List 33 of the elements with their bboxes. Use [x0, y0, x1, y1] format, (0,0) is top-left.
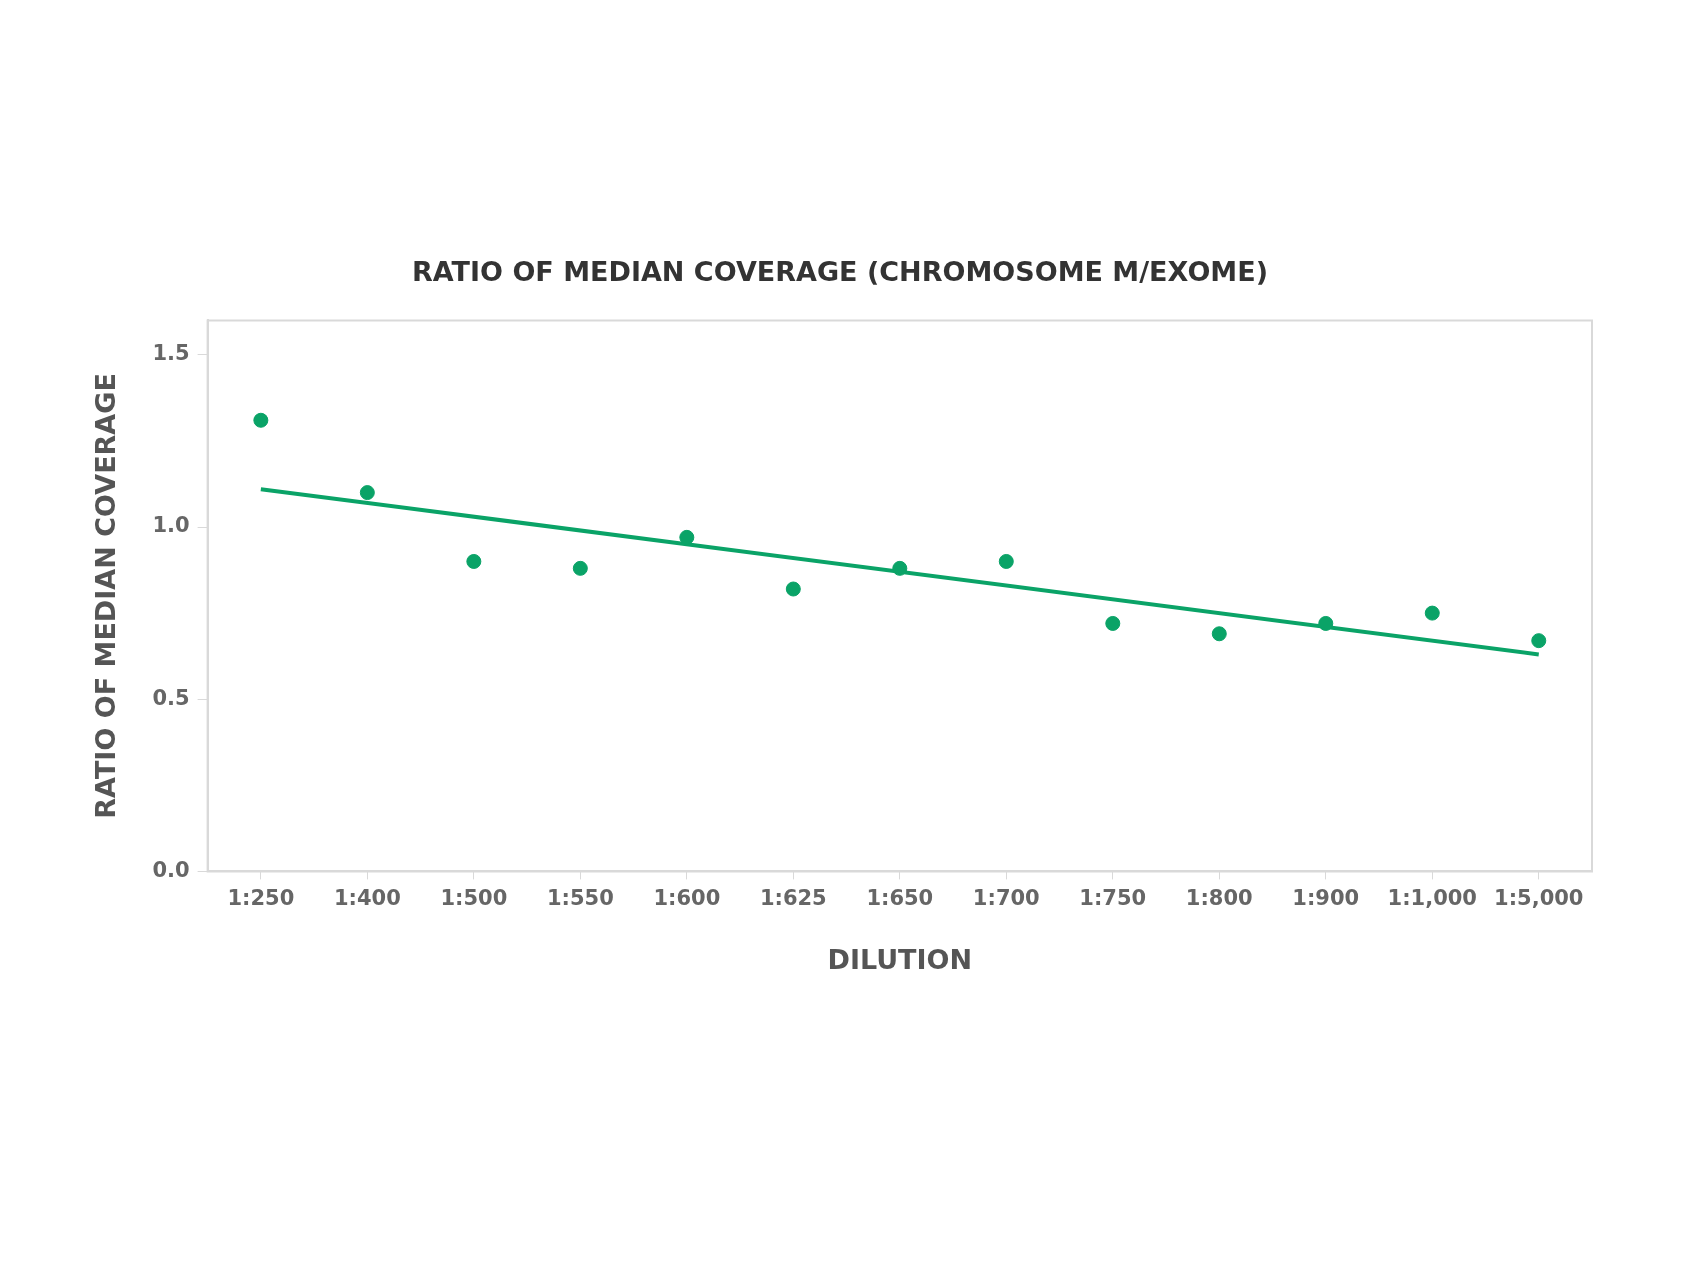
point: [1105, 615, 1121, 631]
x-tick-label: 1:750: [1079, 886, 1147, 911]
y-tick-label: 1.0: [152, 513, 190, 538]
point: [679, 529, 695, 545]
x-tick-label: 1:500: [440, 886, 508, 911]
point: [1531, 633, 1547, 649]
x-tick-label: 1:700: [972, 886, 1040, 911]
point: [1424, 605, 1440, 621]
point: [572, 560, 588, 576]
x-tick-label: 1:625: [759, 886, 827, 911]
x-tick-label: 1:550: [546, 886, 614, 911]
point: [359, 485, 375, 501]
point: [1211, 626, 1227, 642]
point: [253, 412, 269, 428]
x-tick-label: 1:650: [866, 886, 934, 911]
x-axis-title: DILUTION: [827, 943, 973, 975]
x-tick-label: 1:5,000: [1494, 886, 1584, 911]
y-tick-label: 0.5: [152, 685, 190, 710]
point: [466, 553, 482, 569]
x-tick-label: 1:600: [653, 886, 721, 911]
chart-title: RATIO OF MEDIAN COVERAGE (CHROMOSOME M/EXOME): [412, 256, 1268, 288]
y-axis-title: RATIO OF MEDIAN COVERAGE: [90, 373, 122, 819]
x-tick-label: 1:1,000: [1387, 886, 1477, 911]
point: [785, 581, 801, 597]
point: [998, 553, 1014, 569]
point: [1318, 615, 1334, 631]
point: [892, 560, 908, 576]
y-tick-label: 1.5: [152, 341, 190, 366]
x-tick-label: 1:800: [1185, 886, 1253, 911]
y-tick-label: 0.0: [152, 857, 190, 882]
x-tick-label: 1:400: [333, 886, 401, 911]
x-tick-label: 1:250: [227, 886, 295, 911]
x-tick-label: 1:900: [1292, 886, 1360, 911]
